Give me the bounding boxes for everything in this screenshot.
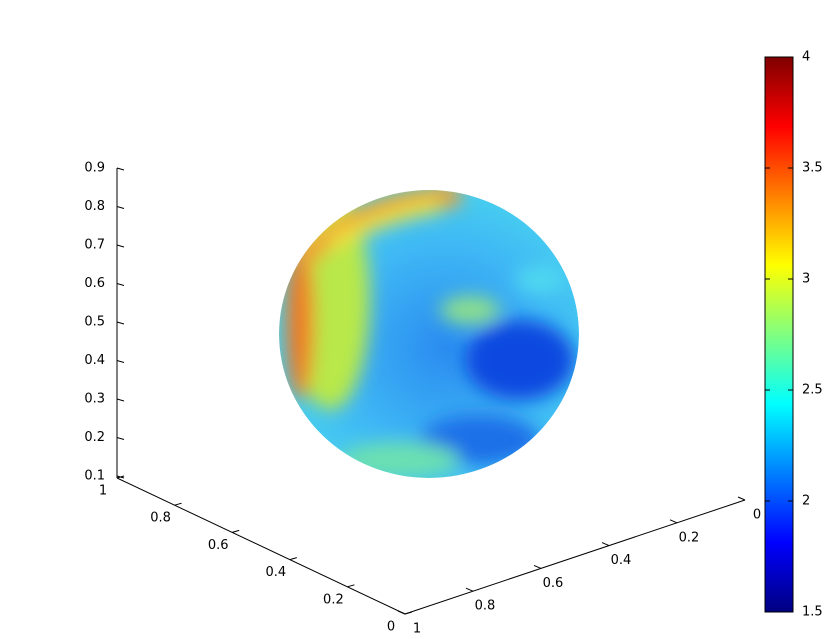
z-tick (116, 244, 125, 248)
y-tick-label: 0 (387, 620, 395, 635)
colorbar-tick-label: 2.5 (802, 383, 823, 398)
x-axis (404, 499, 746, 615)
sphere (279, 190, 579, 478)
x-tick (737, 496, 746, 501)
z-tick-label: 0.6 (84, 276, 105, 291)
x-tick (601, 542, 610, 547)
z-tick-label: 0.4 (84, 353, 105, 368)
colorbar-tick-label: 3.5 (802, 161, 823, 176)
z-tick-label: 0.5 (84, 315, 105, 330)
z-tick (116, 283, 125, 286)
y-tick (347, 584, 355, 588)
y-tick (289, 557, 297, 561)
z-tick (116, 437, 125, 440)
y-tick-label: 0.4 (265, 565, 286, 580)
z-tick-label: 0.2 (84, 430, 105, 445)
y-tick (174, 502, 182, 506)
y-tick (232, 529, 240, 533)
x-tick-label: 0.8 (475, 599, 496, 614)
colorbar-tick-label: 4 (802, 50, 810, 65)
x-tick (533, 564, 542, 569)
z-tick-label: 0.8 (84, 199, 105, 214)
y-tick-label: 0.8 (150, 511, 171, 526)
z-tick-label: 0.3 (84, 392, 105, 407)
z-tick-label: 0.7 (84, 238, 105, 253)
x-tick-label: 1 (413, 622, 421, 637)
colorbar-tick-label: 1.5 (802, 605, 823, 620)
x-tick-label: 0.2 (679, 530, 700, 545)
y-tick-label: 0.2 (323, 592, 344, 607)
z-tick (116, 398, 125, 402)
y-tick (116, 475, 125, 479)
y-tick-label: 0.6 (208, 538, 229, 553)
x-tick-label: 0.6 (543, 576, 564, 591)
z-tick (116, 167, 125, 171)
z-tick (116, 321, 125, 325)
colorbar-tick-label: 3 (802, 272, 810, 287)
y-tick (404, 611, 413, 615)
x-tick (397, 610, 406, 615)
x-tick (669, 519, 678, 524)
z-tick-label: 0.9 (84, 161, 105, 176)
x-tick-label: 0 (753, 508, 761, 523)
x-tick (465, 587, 474, 592)
z-tick-label: 0.1 (84, 469, 105, 484)
colorbar (764, 56, 794, 613)
x-tick-label: 0.4 (611, 553, 632, 568)
y-axis (116, 477, 406, 615)
y-tick-label: 1 (99, 484, 107, 499)
colorbar-tick-label: 2 (802, 494, 810, 509)
z-tick (116, 360, 125, 363)
z-tick (116, 206, 125, 209)
